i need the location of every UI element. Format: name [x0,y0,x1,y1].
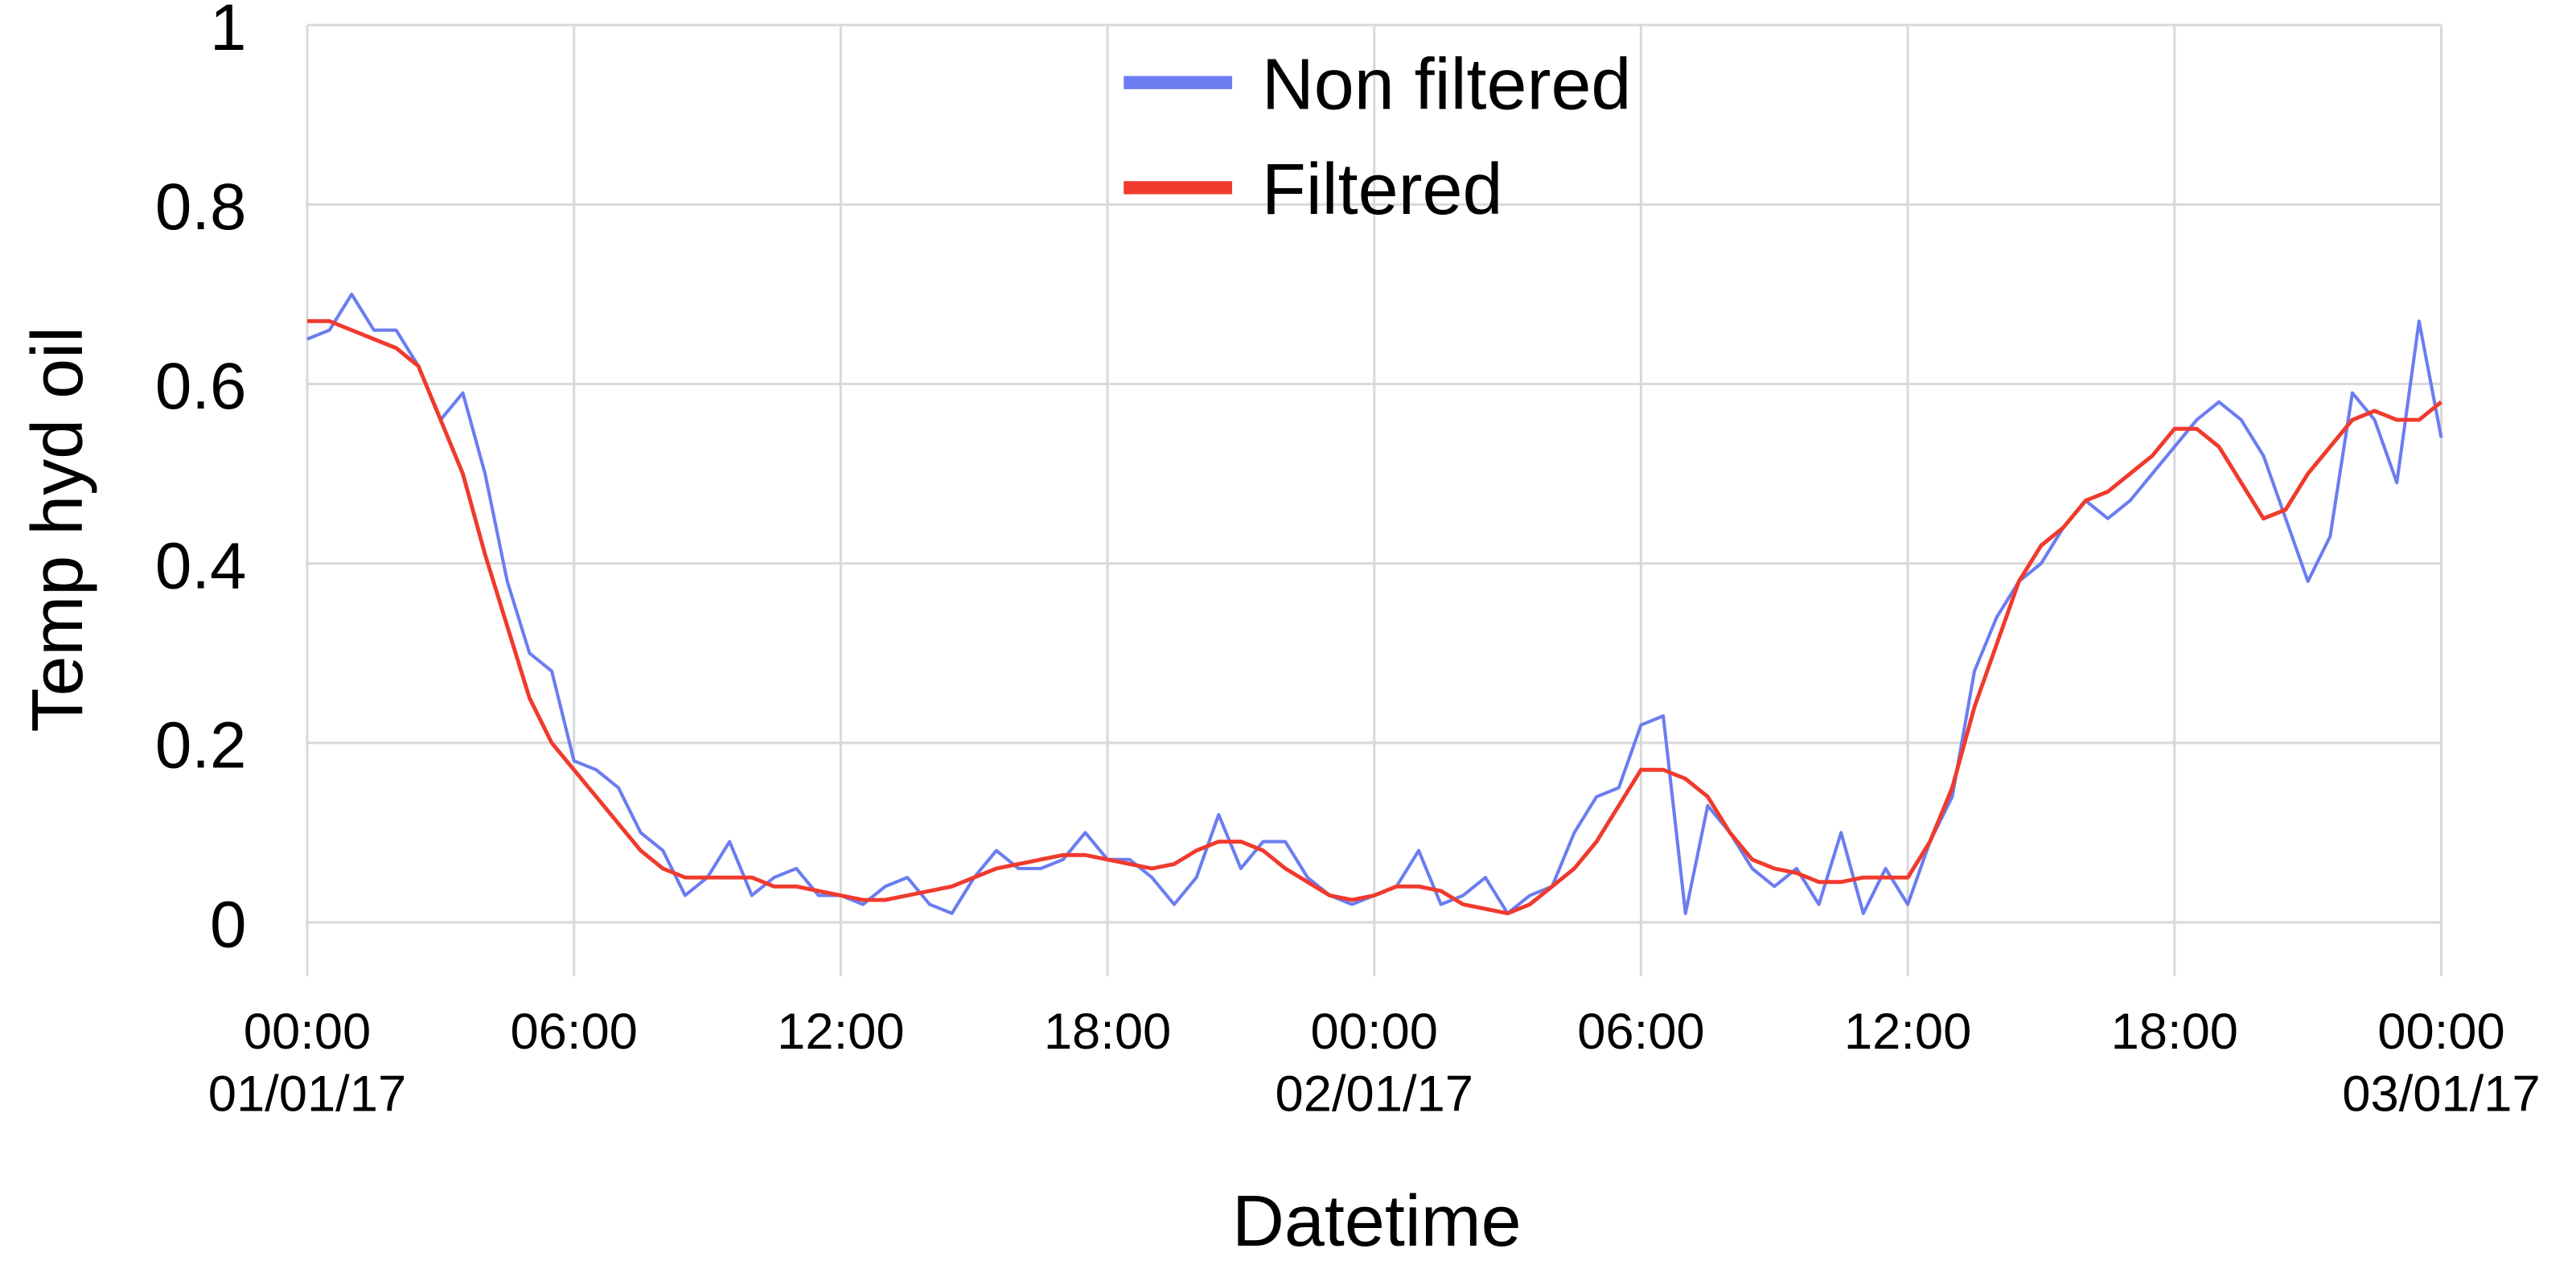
y-tick-label: 0.2 [155,708,247,782]
x-tick-label-line: 06:00 [1577,1004,1704,1060]
x-tick-label: 18:00 [2111,1004,2238,1060]
x-tick-label-line: 00:00 [2377,1004,2504,1060]
x-tick-label: 00:00 02/01/17 [1276,1004,1473,1123]
x-tick-label: 00:00 03/01/17 [2342,1004,2540,1123]
y-tick-label: 0 [210,889,246,962]
y-tick-label: 0.8 [155,170,247,244]
x-tick-label-line: 00:00 [244,1004,371,1060]
x-tick-label-line: 00:00 [1311,1004,1438,1060]
x-tick-label: 06:00 [510,1004,637,1060]
x-tick-label-line: 06:00 [510,1004,637,1060]
y-tick-label: 1 [210,0,246,64]
legend-label: Non filtered [1262,44,1632,125]
y-tick-label: 0.4 [155,529,247,602]
x-tick-label-line: 12:00 [777,1004,904,1060]
y-axis-title: Temp hyd oil [18,326,98,733]
x-tick-label-line: 18:00 [1044,1004,1171,1060]
x-tick-label-line: 01/01/17 [208,1066,406,1122]
x-tick-label: 18:00 [1044,1004,1171,1060]
x-tick-label: 00:00 01/01/17 [208,1004,406,1123]
x-tick-label: 06:00 [1577,1004,1704,1060]
data-line [306,318,2443,916]
x-tick-label-line: 02/01/17 [1276,1066,1473,1122]
x-tick-label: 12:00 [777,1004,904,1060]
y-tick-label: 0.6 [155,350,247,423]
x-axis-title: Datetime [1232,1181,1522,1262]
x-tick-label-line: 12:00 [1844,1004,1971,1060]
x-tick-label-line: 18:00 [2111,1004,2238,1060]
x-tick-label: 12:00 [1844,1004,1971,1060]
x-tick-label-line: 03/01/17 [2342,1066,2540,1122]
legend-label: Filtered [1262,150,1503,230]
